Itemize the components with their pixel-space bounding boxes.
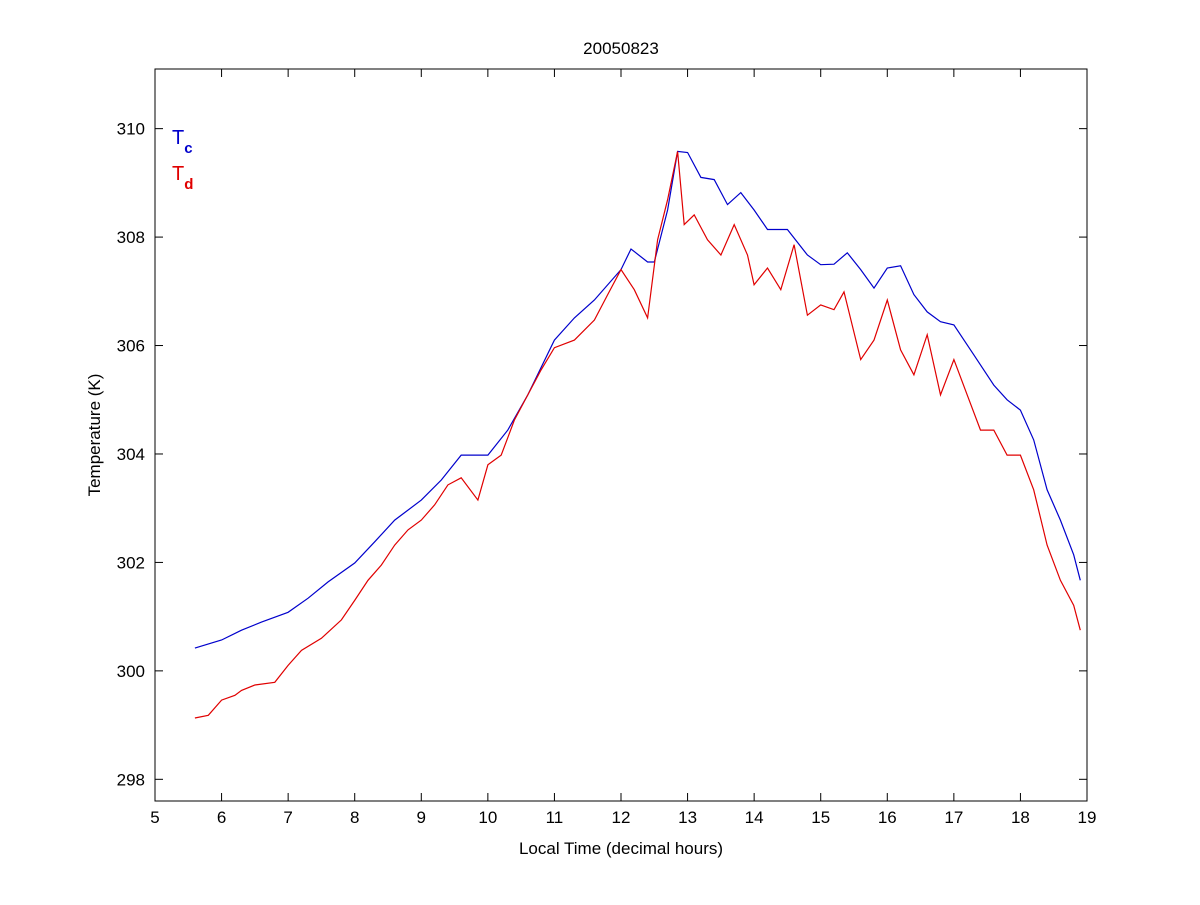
legend-td-sub: d <box>184 176 193 193</box>
x-tick-label: 9 <box>417 808 426 827</box>
y-tick-label: 304 <box>117 445 145 464</box>
x-tick-label: 14 <box>745 808 764 827</box>
legend-tc-sub: c <box>184 140 192 157</box>
x-tick-label: 11 <box>546 808 564 827</box>
x-tick-label: 15 <box>811 808 830 827</box>
x-tick-label: 7 <box>283 808 292 827</box>
x-tick-label: 13 <box>678 808 697 827</box>
legend: Tc Td <box>172 127 193 193</box>
legend-td: Td <box>172 163 193 193</box>
y-tick-label: 310 <box>117 120 145 139</box>
x-tick-label: 17 <box>944 808 963 827</box>
x-tick-label: 6 <box>217 808 226 827</box>
chart-title: 20050823 <box>583 39 659 58</box>
y-tick-label: 308 <box>117 228 145 247</box>
x-tick-label: 8 <box>350 808 359 827</box>
legend-td-main: T <box>172 163 184 185</box>
y-axis-label: Temperature (K) <box>85 374 104 497</box>
series-line-tc <box>194 150 1081 649</box>
y-tick-label: 302 <box>117 553 145 572</box>
y-tick-label: 306 <box>117 337 145 356</box>
legend-tc: Tc <box>172 127 193 157</box>
x-tick-label: 19 <box>1078 808 1097 827</box>
x-tick-label: 12 <box>612 808 631 827</box>
plot-area <box>154 68 1088 802</box>
x-tick-label: 5 <box>150 808 159 827</box>
x-tick-label: 16 <box>878 808 897 827</box>
series-line-td <box>194 151 1081 719</box>
y-tick-label: 300 <box>117 662 145 681</box>
x-axis-label: Local Time (decimal hours) <box>519 839 723 858</box>
x-tick-label: 10 <box>478 808 497 827</box>
y-tick-label: 298 <box>117 770 145 789</box>
x-tick-label: 18 <box>1011 808 1030 827</box>
legend-tc-main: T <box>172 127 184 149</box>
